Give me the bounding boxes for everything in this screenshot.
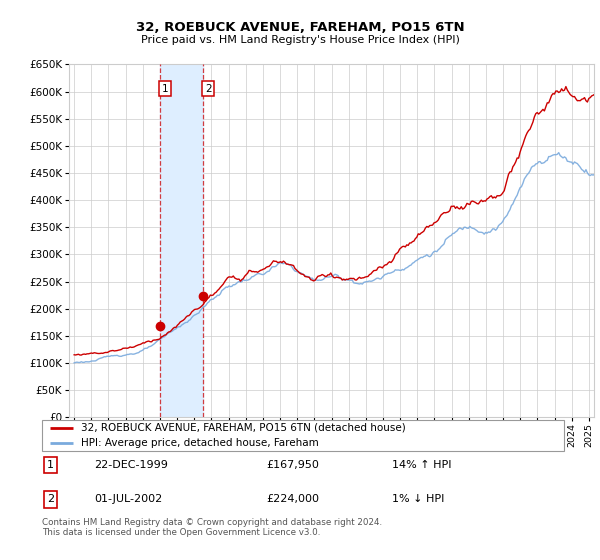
Text: 32, ROEBUCK AVENUE, FAREHAM, PO15 6TN (detached house): 32, ROEBUCK AVENUE, FAREHAM, PO15 6TN (d… <box>81 423 406 433</box>
Text: 1: 1 <box>162 84 169 94</box>
FancyBboxPatch shape <box>42 420 564 451</box>
Text: 14% ↑ HPI: 14% ↑ HPI <box>392 460 451 470</box>
Text: 1% ↓ HPI: 1% ↓ HPI <box>392 494 444 505</box>
Text: 22-DEC-1999: 22-DEC-1999 <box>94 460 168 470</box>
Text: 01-JUL-2002: 01-JUL-2002 <box>94 494 163 505</box>
Text: £224,000: £224,000 <box>266 494 319 505</box>
Bar <box>160 64 203 417</box>
Text: £167,950: £167,950 <box>266 460 319 470</box>
Text: 2: 2 <box>47 494 55 505</box>
Text: HPI: Average price, detached house, Fareham: HPI: Average price, detached house, Fare… <box>81 438 319 448</box>
Text: 2: 2 <box>205 84 212 94</box>
Text: Contains HM Land Registry data © Crown copyright and database right 2024.
This d: Contains HM Land Registry data © Crown c… <box>42 518 382 538</box>
Text: 1: 1 <box>47 460 54 470</box>
Text: Price paid vs. HM Land Registry's House Price Index (HPI): Price paid vs. HM Land Registry's House … <box>140 35 460 45</box>
Text: 32, ROEBUCK AVENUE, FAREHAM, PO15 6TN: 32, ROEBUCK AVENUE, FAREHAM, PO15 6TN <box>136 21 464 34</box>
